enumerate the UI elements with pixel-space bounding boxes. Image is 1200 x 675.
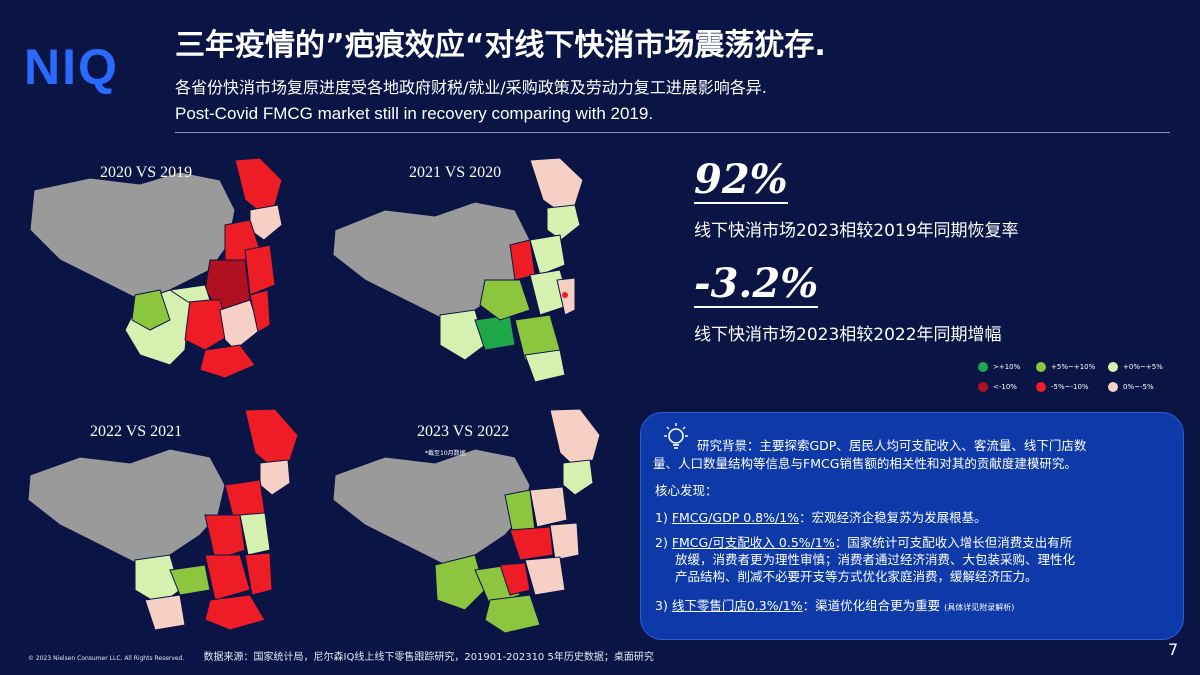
research-background-2: 量、人口数量结构等信息与FMCG销售额的相关性和对其的贡献度建模研究。	[653, 456, 1077, 471]
legend-item: <-10%	[978, 382, 1017, 392]
finding-2-line3: 产品结构、削减不必要开支等方式优化家庭消费，缓解经济压力。	[675, 569, 1038, 584]
map-2021-vs-2020: 2021 VS 2020	[325, 150, 615, 390]
page-number: 7	[1168, 640, 1179, 659]
lightbulb-icon	[659, 421, 693, 459]
stat-growth-desc: 线下快消市场2023相较2022年同期增幅	[694, 325, 1002, 345]
stat-growth-rate: -3.2%	[694, 260, 819, 308]
research-panel: 研究背景：主要探索GDP、居民人均可支配收入、客流量、线下门店数 量、人口数量结…	[640, 412, 1184, 640]
map-2023-vs-2022: 2023 VS 2022 *截至10月数据	[325, 405, 615, 645]
legend-item: 0%~-5%	[1108, 382, 1154, 392]
china-map-4	[332, 408, 601, 634]
subtitle-cn: 各省份快消市场复原进度受各地政府财税/就业/采购政策及劳动力复工进展影响各异.	[175, 78, 767, 97]
finding-2-line2: 放缓，消费者更为理性审慎；消费者通过经济消费、大包装采购、理性化	[675, 552, 1076, 567]
footer: © 2023 Nielsen Consumer LLC. All Rights …	[28, 648, 654, 663]
map-note-2023: *截至10月数据	[425, 450, 466, 457]
subtitle-en: Post-Covid FMCG market still in recovery…	[175, 104, 654, 123]
china-map-2	[332, 157, 584, 383]
map-label-2022: 2022 VS 2021	[90, 423, 183, 440]
legend-item: >+10%	[978, 362, 1020, 372]
finding-3: 3) 线下零售门店0.3%/1%：渠道优化组合更为重要 (具体详见附录解析)	[655, 598, 1015, 613]
title-divider	[175, 132, 1170, 133]
map-2022-vs-2021: 2022 VS 2021	[20, 405, 310, 645]
copyright: © 2023 Nielsen Consumer LLC. All Rights …	[28, 655, 185, 662]
map-label-2021: 2021 VS 2020	[409, 164, 502, 181]
findings-title: 核心发现：	[655, 483, 718, 498]
page-title: 三年疫情的”疤痕效应“对线下快消市场震荡犹存.	[175, 28, 826, 63]
finding-2: 2) FMCG/可支配收入 0.5%/1%：国家统计可支配收入增长但消费支出有所	[655, 535, 1073, 550]
map-2020-vs-2019: 2020 VS 2019	[20, 150, 310, 390]
china-map-1	[29, 157, 283, 379]
research-background: 研究背景：主要探索GDP、居民人均可支配收入、客流量、线下门店数	[697, 438, 1087, 453]
map-label-2023: 2023 VS 2022	[417, 423, 510, 440]
legend-item: -5%~-10%	[1036, 382, 1089, 392]
finding-1: 1) FMCG/GDP 0.8%/1%：宏观经济企稳复苏为发展根基。	[655, 510, 987, 525]
legend-item: +5%~+10%	[1036, 362, 1095, 372]
china-map-3	[27, 408, 299, 631]
stat-recovery-rate: 92%	[694, 156, 788, 204]
niq-logo: NIQ	[24, 39, 119, 95]
data-source: 数据来源：国家统计局，尼尔森IQ线上线下零售跟踪研究，201901-202310…	[203, 652, 654, 663]
stat-recovery-desc: 线下快消市场2023相较2019年同期恢复率	[694, 221, 1019, 241]
map-label-2020: 2020 VS 2019	[100, 164, 193, 181]
legend-item: +0%~+5%	[1108, 362, 1163, 372]
